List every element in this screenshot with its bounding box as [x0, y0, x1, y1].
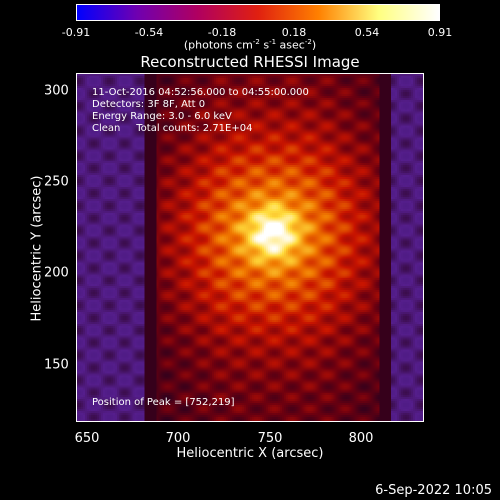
info-energy: Energy Range: 3.0 - 6.0 keV [92, 111, 232, 122]
y-tick-label: 250 [44, 174, 69, 190]
colorbar-tick: 0.54 [354, 26, 380, 39]
colorbar [76, 4, 440, 21]
colorbar-tick: 0.91 [427, 26, 453, 39]
y-tick-label: 200 [44, 265, 69, 281]
colorbar-units: (photons cm-2 s-1 asec-2) [183, 38, 317, 52]
date-stamp: 6-Sep-2022 10:05 [375, 483, 492, 498]
info-peak: Position of Peak = [752,219] [92, 397, 235, 408]
colorbar-tick: 0.18 [281, 26, 307, 39]
x-tick-label: 650 [74, 431, 100, 446]
info-detectors: Detectors: 3F 8F, Att 0 [92, 99, 206, 110]
info-clean: Clean Total counts: 2.71E+04 [92, 123, 253, 134]
image-title: Reconstructed RHESSI Image [140, 53, 360, 71]
colorbar-tick: -0.18 [207, 26, 237, 39]
x-axis-label: Heliocentric X (arcsec) [176, 446, 324, 461]
y-tick-label: 150 [44, 357, 69, 373]
info-time: 11-Oct-2016 04:52:56.000 to 04:55:00.000 [92, 87, 309, 98]
heatmap-image [77, 74, 423, 421]
x-tick-label: 800 [348, 431, 374, 446]
image-plot [76, 73, 424, 422]
x-tick-label: 750 [257, 431, 283, 446]
colorbar-tick: -0.54 [134, 26, 164, 39]
y-axis-label: Heliocentric Y (arcsec) [29, 175, 45, 322]
x-tick-label: 700 [165, 431, 191, 446]
colorbar-tick: -0.91 [61, 26, 91, 39]
y-tick-label: 300 [44, 83, 69, 99]
